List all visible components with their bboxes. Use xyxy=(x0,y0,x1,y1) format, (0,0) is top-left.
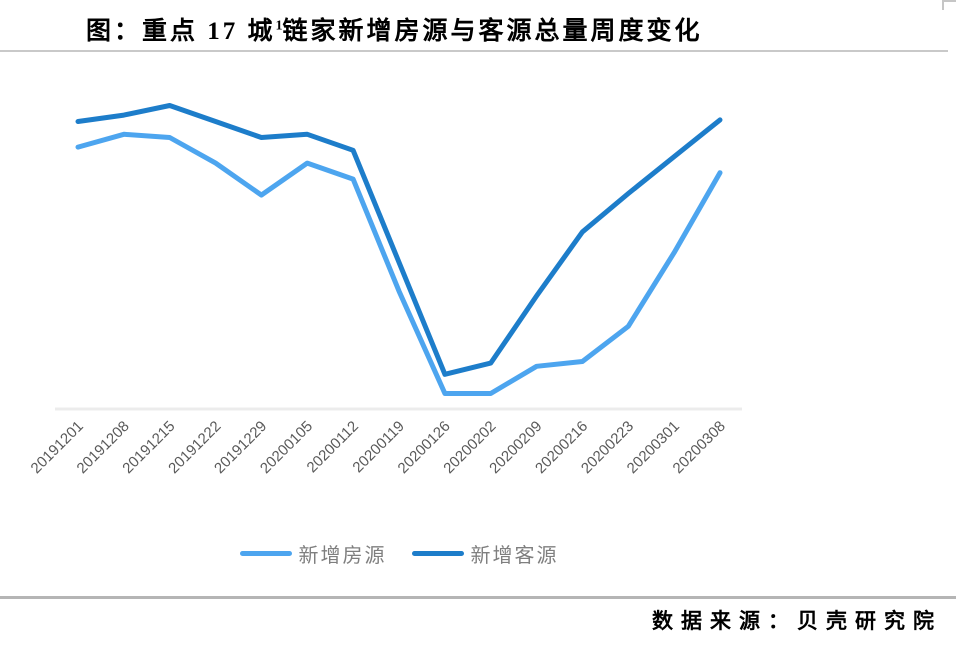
legend-swatch-icon xyxy=(239,550,292,556)
legend-item-new-customers: 新增客源 xyxy=(411,539,559,568)
chart-title-prefix: 图：重点 17 城 xyxy=(86,18,276,45)
footer-divider xyxy=(0,596,956,599)
footnote-marker-icon: 1 xyxy=(275,18,283,34)
title-divider xyxy=(0,50,948,52)
data-source: 数据来源：贝壳研究院 xyxy=(652,609,942,633)
series-line-new-listings xyxy=(75,131,723,396)
legend-swatch-icon xyxy=(411,550,464,556)
chart-title-suffix: 链家新增房源与客源总量周度变化 xyxy=(282,18,703,45)
chart-title: 图：重点 17 城1链家新增房源与客源总量周度变化 xyxy=(86,11,703,47)
legend-label: 新增房源 xyxy=(298,544,387,567)
chart-legend: 新增房源 新增客源 xyxy=(55,539,743,568)
legend-label: 新增客源 xyxy=(470,544,559,567)
table-corner-border xyxy=(942,0,956,10)
legend-item-new-listings: 新增房源 xyxy=(239,539,387,568)
series-line-new-customers xyxy=(75,103,723,377)
